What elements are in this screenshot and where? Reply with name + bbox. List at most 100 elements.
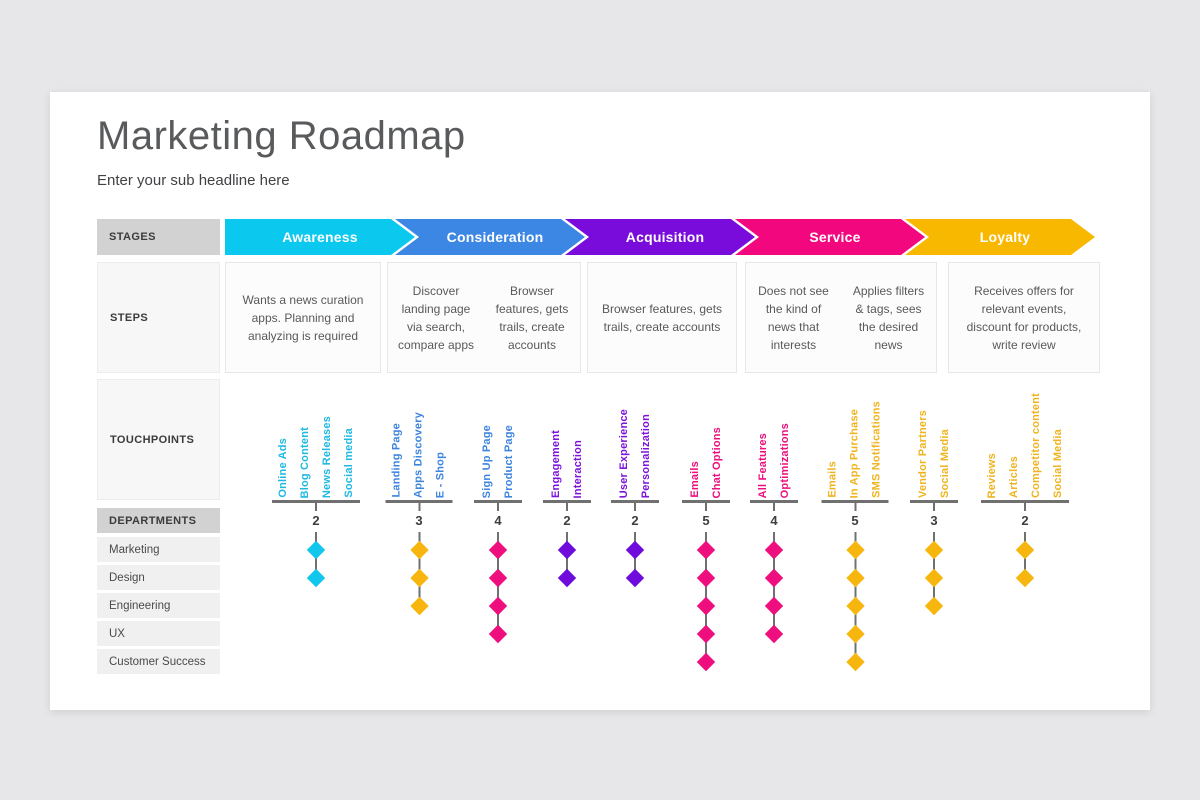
touchpoint-group-loyalty-2: Reviews Articles Competitor content Soci…	[981, 390, 1069, 588]
group-tick	[634, 503, 636, 511]
touchpoint-labels: Reviews Articles Competitor content Soci…	[986, 390, 1065, 498]
touchpoint-label: SMS Notifications	[870, 401, 883, 498]
milestone-diamond	[696, 624, 716, 644]
group-tick	[418, 503, 420, 511]
stage-label: Awareness	[282, 229, 358, 245]
milestone-diamond	[409, 540, 429, 560]
milestone-diamond	[924, 540, 944, 560]
group-baseline	[682, 500, 730, 503]
row-header-touchpoints: TOUCHPOINTS	[97, 379, 220, 500]
step-card-awareness: Wants a news curation apps. Planning and…	[225, 262, 381, 373]
touchpoint-label: Social media	[342, 428, 355, 498]
milestone-stem	[1015, 532, 1035, 588]
step-card-service: Does not see the kind of news that inter…	[745, 262, 937, 373]
department-row-design: Design	[97, 565, 220, 590]
touchpoint-labels: Emails In App Purchase SMS Notifications	[827, 390, 884, 498]
touchpoint-labels: Online Ads Blog Content News Releases So…	[277, 390, 356, 498]
touchpoint-label: Product Page	[502, 424, 515, 498]
touchpoint-group-acquisition-1: Engagement Interaction 2	[543, 390, 591, 588]
milestone-diamond	[488, 568, 508, 588]
step-text: Does not see the kind of news that inter…	[758, 283, 829, 352]
step-card-acquisition: Browser features, gets trails, create ac…	[587, 262, 737, 373]
touchpoint-group-service-2: Emails In App Purchase SMS Notifications…	[821, 390, 889, 672]
milestone-stem	[696, 532, 716, 672]
touchpoint-label: Emails	[826, 461, 839, 498]
milestone-stem	[845, 532, 865, 672]
touchpoint-count: 3	[930, 513, 938, 528]
touchpoint-label: Sign Up Page	[480, 424, 493, 498]
touchpoint-group-loyalty-1: Vendor Partners Social Media 3	[910, 390, 958, 616]
milestone-diamond	[924, 596, 944, 616]
milestone-diamond	[488, 596, 508, 616]
touchpoint-labels: Emails Chat Options	[689, 390, 724, 498]
milestone-diamond	[306, 540, 326, 560]
touchpoint-group-awareness: Online Ads Blog Content News Releases So…	[272, 390, 360, 588]
touchpoint-count: 2	[631, 513, 639, 528]
milestone-stem	[488, 532, 508, 644]
milestone-diamond	[764, 568, 784, 588]
touchpoint-count: 2	[312, 513, 320, 528]
touchpoint-label: News Releases	[320, 415, 333, 498]
milestone-diamond	[696, 596, 716, 616]
step-text: Discover landing page via search, compar…	[397, 283, 475, 352]
milestone-diamond	[557, 540, 577, 560]
milestone-stem	[306, 532, 326, 588]
milestone-diamond	[764, 624, 784, 644]
milestone-stem	[625, 532, 645, 588]
milestone-diamond	[924, 568, 944, 588]
touchpoint-group-consideration-1: Landing Page Apps Discovery E - Shop 3	[385, 390, 453, 616]
touchpoint-label: User Experience	[617, 408, 630, 498]
milestone-diamond	[1015, 540, 1035, 560]
milestone-diamond	[625, 540, 645, 560]
stage-label: Acquisition	[625, 229, 705, 245]
department-row-customer-success: Customer Success	[97, 649, 220, 674]
touchpoint-labels: Landing Page Apps Discovery E - Shop	[391, 390, 448, 498]
slide-card: Marketing Roadmap Enter your sub headlin…	[50, 92, 1150, 710]
milestone-diamond	[845, 540, 865, 560]
step-text: Browser features, gets trails, create ac…	[601, 301, 723, 334]
milestone-diamond	[488, 624, 508, 644]
milestone-diamond	[1015, 568, 1035, 588]
group-baseline	[543, 500, 591, 503]
group-tick	[773, 503, 775, 511]
touchpoint-group-service-1: All Features Optimizations 4	[750, 390, 798, 644]
department-row-marketing: Marketing	[97, 537, 220, 562]
touchpoint-group-emails-chat: Emails Chat Options 5	[682, 390, 730, 672]
milestone-stem	[764, 532, 784, 644]
milestone-stem	[557, 532, 577, 588]
touchpoint-group-acquisition-2: User Experience Personalization 2	[611, 390, 659, 588]
group-tick	[854, 503, 856, 511]
touchpoint-count: 2	[1021, 513, 1029, 528]
touchpoint-label: In App Purchase	[848, 408, 861, 498]
touchpoint-count: 3	[415, 513, 423, 528]
stage-arrow-awareness: Awareness	[225, 219, 415, 255]
milestone-diamond	[625, 568, 645, 588]
touchpoint-label: Landing Page	[390, 423, 403, 498]
touchpoint-labels: User Experience Personalization	[618, 390, 653, 498]
touchpoint-count: 5	[702, 513, 710, 528]
stage-arrow-acquisition: Acquisition	[565, 219, 755, 255]
touchpoint-label: Blog Content	[298, 426, 311, 498]
touchpoint-labels: Sign Up Page Product Page	[481, 390, 516, 498]
touchpoint-group-consideration-2: Sign Up Page Product Page 4	[474, 390, 522, 644]
group-tick	[497, 503, 499, 511]
department-row-engineering: Engineering	[97, 593, 220, 618]
stage-label: Service	[809, 229, 861, 245]
row-header-steps: STEPS	[97, 262, 220, 373]
step-text: Browser features, gets trails, create ac…	[495, 283, 569, 352]
touchpoint-label: Interaction	[571, 439, 584, 498]
milestone-diamond	[488, 540, 508, 560]
touchpoint-label: Engagement	[549, 429, 562, 498]
touchpoint-label: Online Ads	[276, 438, 289, 498]
milestone-diamond	[557, 568, 577, 588]
touchpoint-label: Social Media	[1051, 428, 1064, 498]
touchpoint-count: 4	[494, 513, 502, 528]
group-tick	[315, 503, 317, 511]
touchpoint-label: Optimizations	[778, 422, 791, 498]
group-baseline	[611, 500, 659, 503]
touchpoint-label: Reviews	[985, 452, 998, 498]
milestone-diamond	[764, 540, 784, 560]
milestone-diamond	[409, 596, 429, 616]
row-header-departments: DEPARTMENTS	[97, 508, 220, 533]
milestone-diamond	[696, 568, 716, 588]
